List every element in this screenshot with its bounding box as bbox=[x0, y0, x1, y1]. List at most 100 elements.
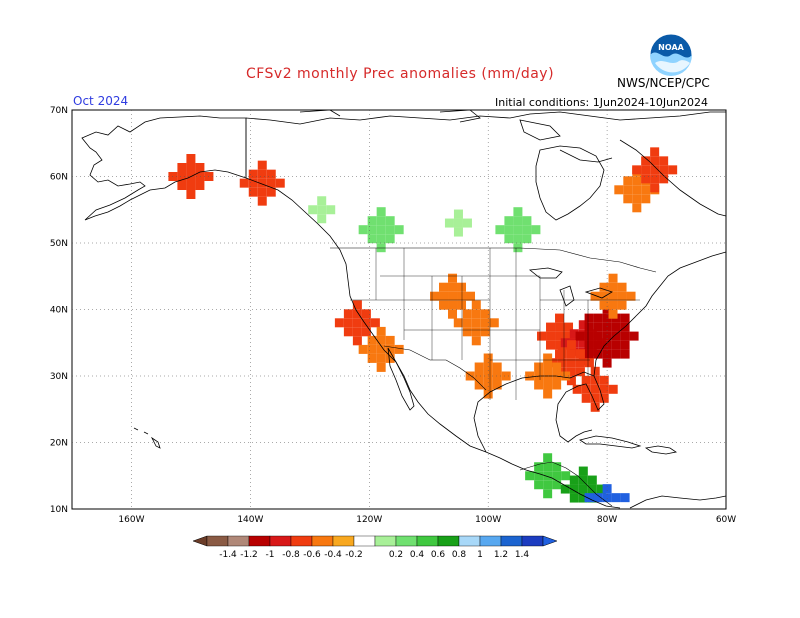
anomaly-cell bbox=[569, 484, 579, 494]
anomaly-cell bbox=[248, 187, 258, 197]
anomaly-cell bbox=[599, 393, 609, 403]
anomaly-cell bbox=[448, 309, 458, 319]
anomaly-cell bbox=[343, 327, 353, 337]
anomaly-cell bbox=[608, 384, 618, 394]
lat-tick-label: 70N bbox=[50, 106, 68, 116]
anomaly-cell bbox=[555, 322, 565, 332]
organization-label: NWS/NCEP/CPC bbox=[617, 76, 710, 90]
state-borders bbox=[350, 248, 640, 400]
lon-tick-label: 120W bbox=[356, 515, 382, 525]
anomaly-cell bbox=[611, 340, 621, 350]
anomaly-cell bbox=[602, 340, 612, 350]
anomaly-cell bbox=[376, 353, 386, 363]
anomaly-cell bbox=[599, 291, 609, 301]
anomaly-cell bbox=[376, 344, 386, 354]
anomaly-cell bbox=[352, 336, 362, 346]
anomaly-cell bbox=[590, 366, 600, 376]
anomaly-cell bbox=[659, 165, 669, 175]
anomaly-cell bbox=[659, 156, 669, 166]
anomaly-cell bbox=[578, 484, 588, 494]
anomaly-cell bbox=[376, 207, 386, 217]
anomaly-cell bbox=[599, 300, 609, 310]
anomaly-cell bbox=[614, 185, 624, 195]
anomaly-cell bbox=[326, 205, 336, 215]
anomaly-cell bbox=[543, 462, 553, 472]
anomaly-cell bbox=[462, 218, 472, 228]
colorbar-swatch bbox=[353, 535, 376, 547]
anomaly-cell bbox=[602, 493, 612, 503]
anomaly-cell bbox=[474, 380, 484, 390]
anomaly-cell bbox=[513, 234, 523, 244]
anomaly-cell bbox=[611, 331, 621, 341]
anomaly-cell bbox=[587, 484, 597, 494]
anomaly-cell bbox=[531, 225, 541, 235]
anomaly-cell bbox=[352, 327, 362, 337]
anomaly-cell bbox=[504, 234, 514, 244]
anomaly-cell bbox=[195, 172, 205, 181]
anomaly-cell bbox=[266, 178, 276, 188]
anomaly-cell bbox=[617, 300, 627, 310]
anomaly-cell bbox=[593, 349, 603, 359]
anomaly-cell bbox=[471, 309, 481, 319]
anomaly-cell bbox=[590, 384, 600, 394]
anomaly-cell bbox=[584, 493, 594, 503]
colorbar-label: -0.2 bbox=[345, 550, 363, 560]
anomaly-cell bbox=[602, 484, 612, 494]
anomaly-cell bbox=[492, 362, 502, 372]
anomaly-cell bbox=[367, 353, 377, 363]
anomaly-cell bbox=[471, 318, 481, 328]
lat-tick-label: 40N bbox=[50, 306, 68, 316]
anomaly-cell bbox=[593, 331, 603, 341]
anomaly-cell bbox=[590, 375, 600, 385]
anomaly-cell bbox=[608, 300, 618, 310]
anomaly-cell bbox=[626, 291, 636, 301]
anomaly-cell bbox=[257, 160, 267, 170]
anomaly-cell bbox=[560, 338, 570, 348]
anomaly-cell bbox=[581, 375, 591, 385]
anomaly-cell bbox=[257, 178, 267, 188]
anomaly-cell bbox=[525, 471, 535, 481]
anomaly-cell bbox=[584, 349, 594, 359]
forecast-month: Oct 2024 bbox=[73, 94, 129, 108]
anomaly-cell bbox=[376, 335, 386, 345]
anomaly-cell bbox=[367, 225, 377, 235]
anomaly-cell bbox=[641, 156, 651, 166]
anomaly-cell bbox=[566, 349, 576, 359]
graticule bbox=[72, 110, 726, 509]
anomaly-cell bbox=[480, 327, 490, 337]
anomaly-cell bbox=[394, 344, 404, 354]
lon-tick-label: 140W bbox=[237, 515, 263, 525]
anomaly-cell bbox=[534, 462, 544, 472]
anomaly-cell bbox=[650, 174, 660, 184]
anomaly-cell bbox=[543, 389, 553, 399]
anomaly-cell bbox=[578, 320, 588, 330]
anomaly-cell bbox=[534, 471, 544, 481]
anomaly-cell bbox=[483, 380, 493, 390]
anomaly-cell bbox=[599, 375, 609, 385]
anomaly-cell bbox=[578, 338, 588, 348]
anomaly-cell bbox=[632, 165, 642, 175]
anomaly-cell bbox=[537, 331, 547, 341]
lat-tick-label: 10N bbox=[50, 505, 68, 515]
anomaly-cell bbox=[462, 309, 472, 319]
anomaly-cell bbox=[578, 493, 588, 503]
anomaly-cell bbox=[453, 318, 463, 328]
anomaly-cell bbox=[560, 484, 570, 494]
anomaly-cell bbox=[608, 309, 618, 319]
anomaly-cell bbox=[623, 185, 633, 195]
anomaly-cell bbox=[569, 493, 579, 503]
anomaly-cell bbox=[557, 349, 567, 359]
anomaly-cell bbox=[534, 480, 544, 490]
anomaly-cell bbox=[394, 225, 404, 235]
anomaly-cell bbox=[471, 327, 481, 337]
plot-frame bbox=[71, 109, 727, 510]
anomaly-cell bbox=[546, 322, 556, 332]
anomaly-cell bbox=[177, 163, 187, 172]
anomaly-cell bbox=[593, 493, 603, 503]
anomaly-cell bbox=[462, 318, 472, 328]
anomaly-cell bbox=[513, 225, 523, 235]
anomaly-cell bbox=[575, 349, 585, 359]
anomaly-cell bbox=[641, 174, 651, 184]
anomaly-cell bbox=[257, 169, 267, 179]
anomaly-cell bbox=[513, 207, 523, 217]
